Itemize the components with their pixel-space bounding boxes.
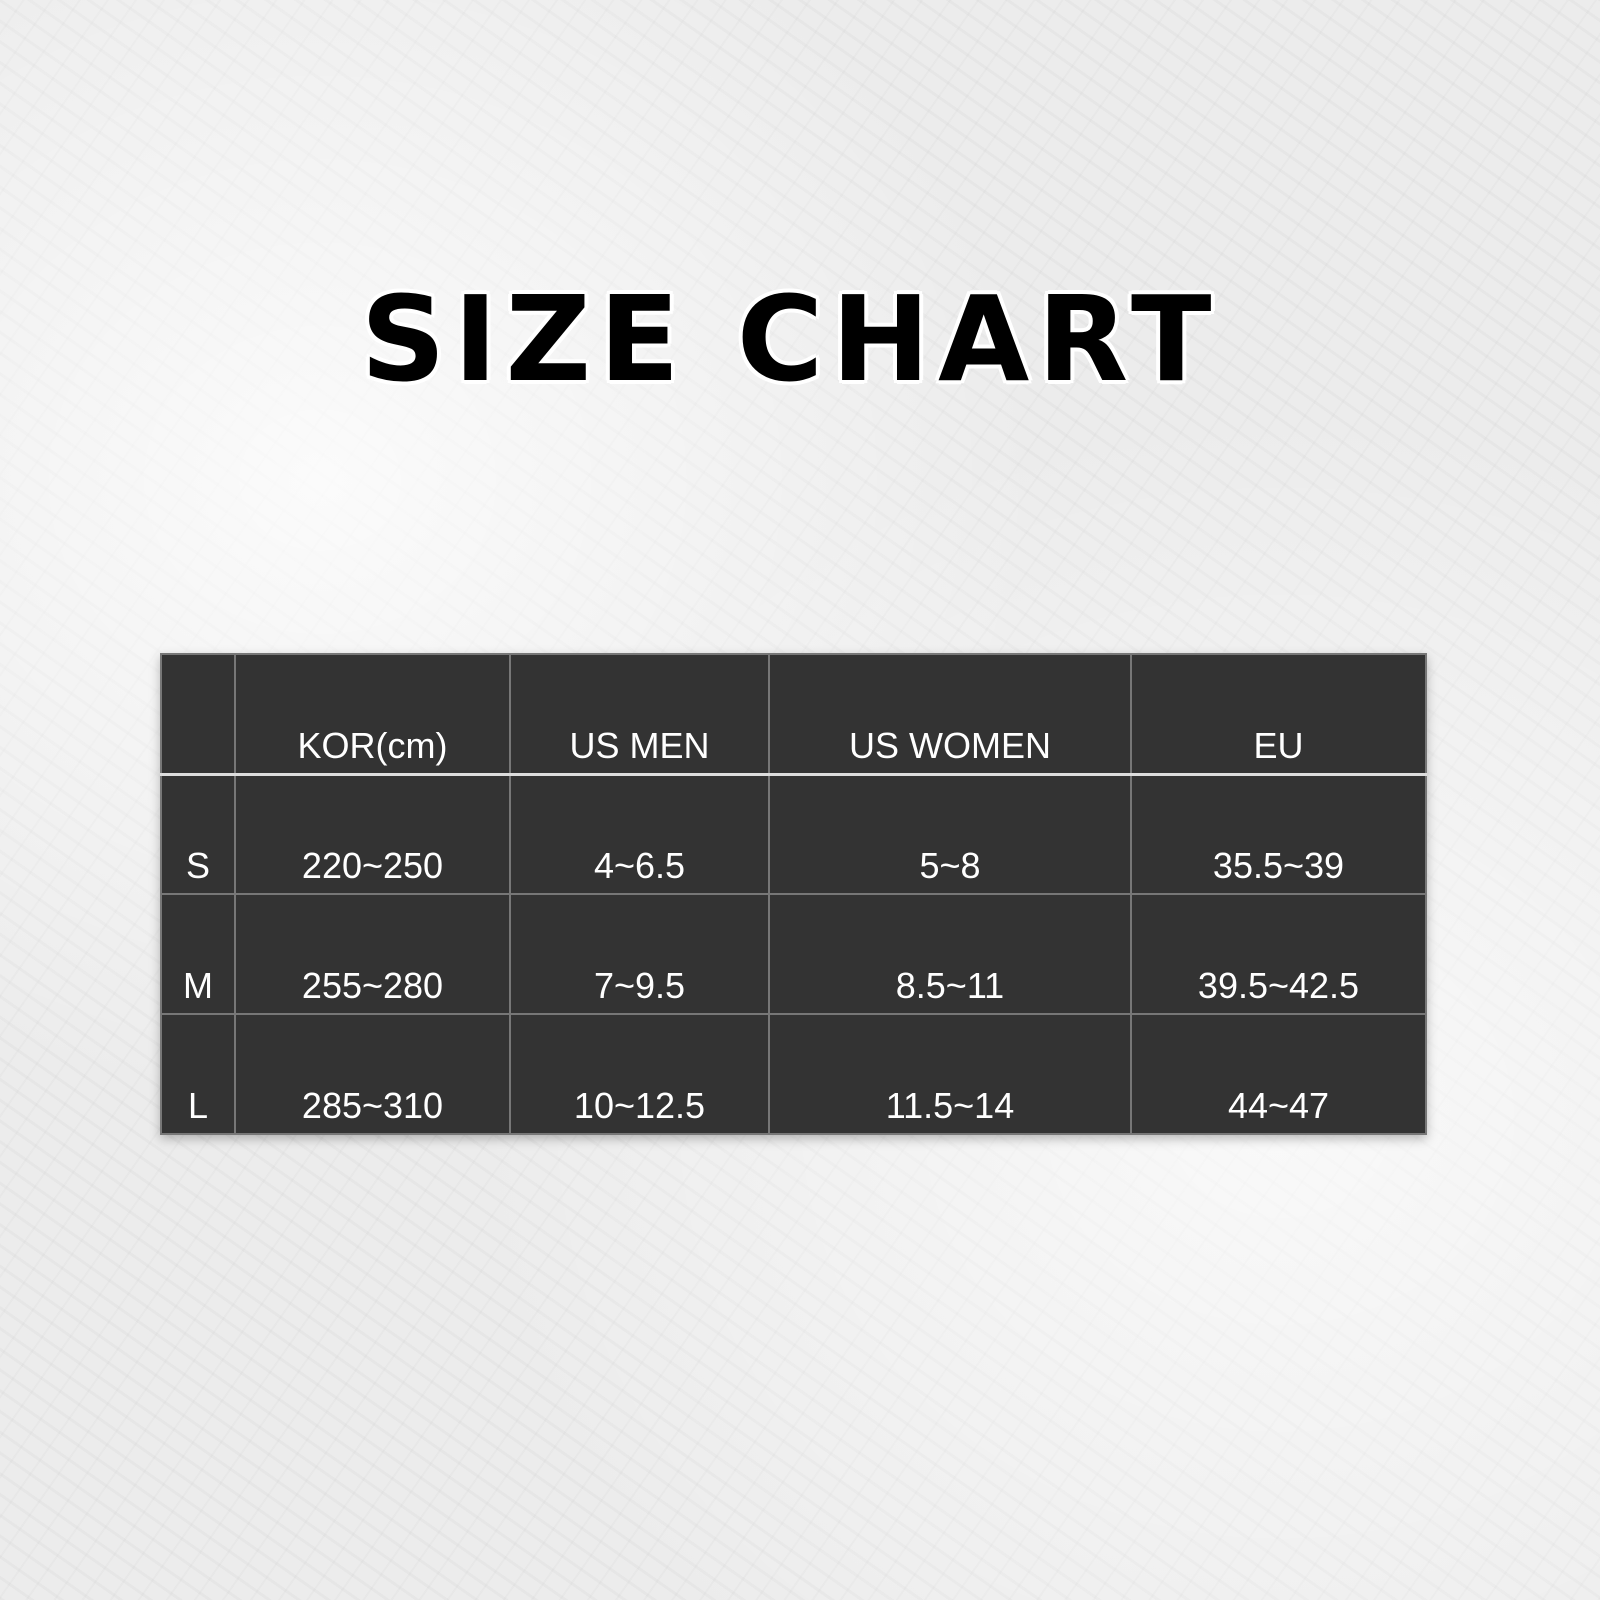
- table-row: S 220~250 4~6.5 5~8 35.5~39: [160, 773, 1427, 895]
- table-cell: 220~250: [234, 773, 511, 895]
- table-header-row: KOR(cm) US MEN US WOMEN EU: [160, 653, 1427, 776]
- header-cell: US WOMEN: [768, 653, 1132, 776]
- size-label: S: [160, 773, 236, 895]
- size-label: M: [160, 893, 236, 1015]
- size-label: L: [160, 1013, 236, 1135]
- table-cell: 4~6.5: [509, 773, 770, 895]
- table-cell: 5~8: [768, 773, 1132, 895]
- header-cell: KOR(cm): [234, 653, 511, 776]
- page-title: SIZE CHART: [360, 270, 1220, 408]
- table-row: M 255~280 7~9.5 8.5~11 39.5~42.5: [160, 893, 1427, 1015]
- table-cell: 8.5~11: [768, 893, 1132, 1015]
- header-cell: US MEN: [509, 653, 770, 776]
- table-cell: 39.5~42.5: [1130, 893, 1427, 1015]
- header-cell: EU: [1130, 653, 1427, 776]
- table-cell: 44~47: [1130, 1013, 1427, 1135]
- table-cell: 255~280: [234, 893, 511, 1015]
- table-cell: 285~310: [234, 1013, 511, 1135]
- table-cell: 7~9.5: [509, 893, 770, 1015]
- table-cell: 35.5~39: [1130, 773, 1427, 895]
- header-cell: [160, 653, 236, 776]
- size-chart-table: KOR(cm) US MEN US WOMEN EU S 220~250 4~6…: [160, 653, 1427, 1135]
- table-cell: 11.5~14: [768, 1013, 1132, 1135]
- table-cell: 10~12.5: [509, 1013, 770, 1135]
- table-row: L 285~310 10~12.5 11.5~14 44~47: [160, 1013, 1427, 1135]
